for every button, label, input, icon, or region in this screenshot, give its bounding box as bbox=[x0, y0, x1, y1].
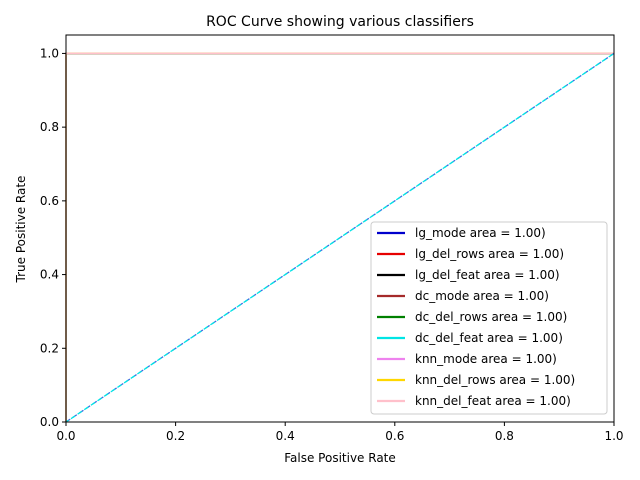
legend: lg_mode area = 1.00) lg_del_rows area = 1… bbox=[370, 221, 608, 415]
legend-label-3: lg_del_feat area = 1.00) bbox=[415, 268, 560, 282]
legend-label-2: lg_del_rows area = 1.00) bbox=[415, 247, 564, 261]
legend-label-6: dc_del_feat area = 1.00) bbox=[415, 331, 563, 345]
x-axis-label: False Positive Rate bbox=[284, 451, 396, 465]
y-tick-label: 0.2 bbox=[40, 341, 59, 355]
plot-frame bbox=[65, 34, 615, 423]
y-axis: 0.0 0.2 0.4 0.6 0.8 1.0 bbox=[40, 46, 66, 429]
y-tick-label: 1.0 bbox=[40, 46, 59, 60]
legend-label-8: knn_del_rows area = 1.00) bbox=[415, 373, 575, 387]
y-tick-label: 0.4 bbox=[40, 268, 59, 282]
x-axis: 0.0 0.2 0.4 0.6 0.8 1.0 bbox=[56, 422, 624, 443]
y-tick-label: 0.0 bbox=[40, 415, 59, 429]
x-tick-label: 1.0 bbox=[604, 429, 623, 443]
legend-label-4: dc_mode area = 1.00) bbox=[415, 289, 549, 303]
y-tick-label: 0.6 bbox=[40, 194, 59, 208]
y-axis-label: True Positive Rate bbox=[14, 176, 28, 284]
x-tick-label: 0.4 bbox=[276, 429, 295, 443]
y-tick-label: 0.8 bbox=[40, 120, 59, 134]
x-tick-label: 0.8 bbox=[495, 429, 514, 443]
legend-label-5: dc_del_rows area = 1.00) bbox=[415, 310, 567, 324]
x-tick-label: 0.0 bbox=[56, 429, 75, 443]
reference-diagonal-line-2 bbox=[65, 52, 615, 423]
legend-label-7: knn_mode area = 1.00) bbox=[415, 352, 557, 366]
legend-label-1: lg_mode area = 1.00) bbox=[415, 226, 546, 240]
chart-title: ROC Curve showing various classifiers bbox=[206, 14, 474, 30]
legend-box bbox=[370, 221, 608, 415]
x-tick-label: 0.2 bbox=[166, 429, 185, 443]
reference-layer bbox=[65, 52, 615, 423]
legend-label-9: knn_del_feat area = 1.00) bbox=[415, 394, 571, 408]
x-tick-label: 0.6 bbox=[385, 429, 404, 443]
